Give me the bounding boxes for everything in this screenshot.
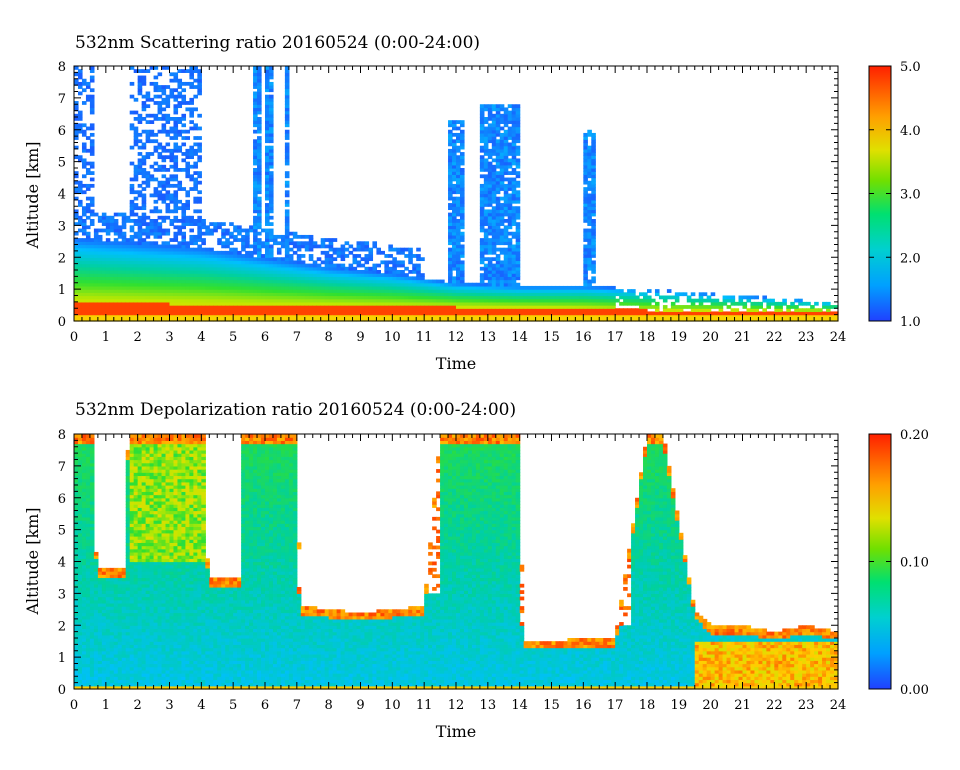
depolarization-plot-area — [73, 433, 839, 690]
scattering-x-tick-label: 18 — [639, 330, 656, 345]
depolarization-x-tick-label: 17 — [607, 698, 624, 713]
scattering-y-tick-label: 8 — [58, 60, 66, 75]
depolarization-x-tick-label: 22 — [766, 698, 783, 713]
depolarization-x-tick-label: 3 — [165, 698, 173, 713]
depolarization-x-tick-label: 1 — [102, 698, 110, 713]
scattering-y-tick-label: 7 — [58, 92, 66, 107]
scattering-x-tick-label: 14 — [511, 330, 528, 345]
scattering-x-tick-label: 12 — [448, 330, 465, 345]
depolarization-y-tick-label: 1 — [58, 651, 66, 666]
depolarization-x-tick-label: 7 — [293, 698, 301, 713]
scattering-x-ticks: 0 1 2 3 4 5 6 7 8 9 10 11 12 13 14 15 16 17 18 19 20 21 22 23 24 — [70, 66, 846, 345]
depolarization-y-tick-label: 7 — [58, 460, 66, 475]
depolarization-x-tick-label: 10 — [384, 698, 401, 713]
depolarization-y-tick-label: 2 — [58, 619, 66, 634]
scattering-x-tick-label: 20 — [702, 330, 719, 345]
scattering-x-label: Time — [436, 354, 476, 373]
scattering-x-tick-label: 10 — [384, 330, 401, 345]
depolarization-y-tick-label: 3 — [58, 587, 66, 602]
depolarization-x-tick-label: 11 — [416, 698, 433, 713]
depolarization-colorbar-tick-label: 0.20 — [900, 428, 929, 443]
depolarization-y-tick-label: 4 — [58, 556, 66, 571]
scattering-x-tick-label: 6 — [261, 330, 269, 345]
depolarization-y-tick-label: 6 — [58, 492, 66, 507]
scattering-y-label: Altitude [km] — [23, 141, 42, 249]
scattering-x-tick-label: 21 — [734, 330, 751, 345]
depolarization-x-tick-label: 21 — [734, 698, 751, 713]
depolarization-x-tick-label: 12 — [448, 698, 465, 713]
depolarization-x-tick-label: 9 — [356, 698, 364, 713]
scattering-y-ticks: 0 1 2 3 4 5 6 7 8 — [58, 60, 838, 330]
depolarization-colorbar-tick-label: 0.00 — [900, 683, 929, 698]
scattering-x-tick-label: 9 — [356, 330, 364, 345]
scattering-title: 532nm Scattering ratio 20160524 (0:00-24… — [75, 33, 480, 53]
depolarization-x-tick-label: 5 — [229, 698, 237, 713]
depolarization-y-tick-label: 0 — [58, 683, 66, 698]
depolarization-x-ticks: 0 1 2 3 4 5 6 7 8 9 10 11 12 13 14 15 16 17 18 19 20 21 22 23 24 — [70, 434, 846, 713]
scattering-x-tick-label: 13 — [480, 330, 497, 345]
scattering-x-tick-label: 1 — [102, 330, 110, 345]
depolarization-x-tick-label: 19 — [671, 698, 688, 713]
depolarization-y-label: Altitude [km] — [23, 507, 42, 615]
scattering-x-tick-label: 0 — [70, 330, 78, 345]
scattering-x-tick-label: 19 — [671, 330, 688, 345]
depolarization-colorbar-tick-label: 0.10 — [900, 556, 929, 571]
scattering-y-tick-label: 1 — [58, 283, 66, 298]
depolarization-x-tick-label: 14 — [511, 698, 528, 713]
scattering-x-tick-label: 24 — [830, 330, 847, 345]
scattering-x-tick-label: 15 — [543, 330, 560, 345]
depolarization-x-tick-label: 16 — [575, 698, 592, 713]
scattering-x-tick-label: 17 — [607, 330, 624, 345]
scattering-x-tick-label: 8 — [325, 330, 333, 345]
scattering-colorbar-tick-label: 1.0 — [900, 315, 921, 330]
scattering-y-tick-label: 4 — [58, 188, 66, 203]
scattering-plot-area — [73, 65, 839, 322]
scattering-colorbar-tick-label: 3.0 — [900, 188, 921, 203]
scattering-colorbar-tick-label: 5.0 — [900, 60, 921, 75]
depolarization-panel: 532nm Depolarization ratio 20160524 (0:0… — [23, 400, 929, 741]
scattering-y-tick-label: 0 — [58, 315, 66, 330]
scattering-y-tick-label: 5 — [58, 156, 66, 171]
depolarization-x-tick-label: 4 — [197, 698, 205, 713]
depolarization-x-tick-label: 6 — [261, 698, 269, 713]
depolarization-x-tick-label: 24 — [830, 698, 847, 713]
depolarization-x-tick-label: 13 — [480, 698, 497, 713]
depolarization-field — [74, 434, 839, 690]
depolarization-x-tick-label: 0 — [70, 698, 78, 713]
depolarization-y-tick-label: 8 — [58, 428, 66, 443]
depolarization-x-tick-label: 23 — [798, 698, 815, 713]
depolarization-x-tick-label: 20 — [702, 698, 719, 713]
scattering-x-tick-label: 4 — [197, 330, 205, 345]
depolarization-y-tick-label: 5 — [58, 524, 66, 539]
scattering-x-tick-label: 3 — [165, 330, 173, 345]
depolarization-x-tick-label: 15 — [543, 698, 560, 713]
depolarization-y-ticks: 0 1 2 3 4 5 6 7 8 — [58, 428, 838, 698]
scattering-x-tick-label: 2 — [134, 330, 142, 345]
scattering-colorbar: 1.0 2.0 3.0 4.0 5.0 — [868, 60, 921, 330]
depolarization-x-tick-label: 2 — [134, 698, 142, 713]
scattering-x-tick-label: 7 — [293, 330, 301, 345]
scattering-x-tick-label: 16 — [575, 330, 592, 345]
depolarization-x-label: Time — [436, 722, 476, 741]
depolarization-x-tick-label: 8 — [325, 698, 333, 713]
scattering-colorbar-tick-label: 4.0 — [900, 124, 921, 139]
scattering-x-tick-label: 22 — [766, 330, 783, 345]
scattering-panel: 532nm Scattering ratio 20160524 (0:00-24… — [23, 33, 921, 373]
scattering-x-tick-label: 11 — [416, 330, 433, 345]
scattering-y-tick-label: 6 — [58, 124, 66, 139]
scattering-y-tick-label: 3 — [58, 219, 66, 234]
scattering-y-tick-label: 2 — [58, 251, 66, 266]
scattering-field — [74, 66, 839, 322]
scattering-x-tick-label: 5 — [229, 330, 237, 345]
depolarization-x-tick-label: 18 — [639, 698, 656, 713]
scattering-colorbar-tick-label: 2.0 — [900, 251, 921, 266]
scattering-x-tick-label: 23 — [798, 330, 815, 345]
depolarization-colorbar: 0.00 0.10 0.20 — [868, 428, 929, 698]
depolarization-title: 532nm Depolarization ratio 20160524 (0:0… — [75, 400, 516, 420]
